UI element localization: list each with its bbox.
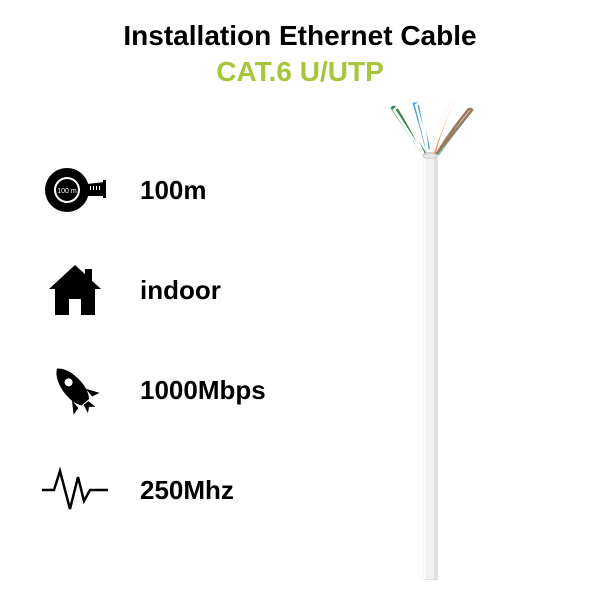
house-icon [40, 260, 110, 320]
spec-row-frequency: 250Mhz [40, 460, 266, 520]
frequency-wave-icon [40, 460, 110, 520]
page-title: Installation Ethernet Cable [0, 20, 600, 52]
tape-badge-text: 100 m [57, 188, 77, 195]
spec-length-value: 100m [140, 175, 207, 206]
spec-row-length: 100 m 100m [40, 160, 266, 220]
spec-row-location: indoor [40, 260, 266, 320]
header: Installation Ethernet Cable CAT.6 U/UTP [0, 0, 600, 88]
spec-speed-value: 1000Mbps [140, 375, 266, 406]
rocket-icon [40, 360, 110, 420]
cable-illustration [370, 100, 490, 580]
tape-measure-icon: 100 m [40, 160, 110, 220]
spec-row-speed: 1000Mbps [40, 360, 266, 420]
spec-location-value: indoor [140, 275, 221, 306]
spec-frequency-value: 250Mhz [140, 475, 234, 506]
page-subtitle: CAT.6 U/UTP [0, 56, 600, 88]
specs-list: 100 m 100m indoor [40, 160, 266, 560]
